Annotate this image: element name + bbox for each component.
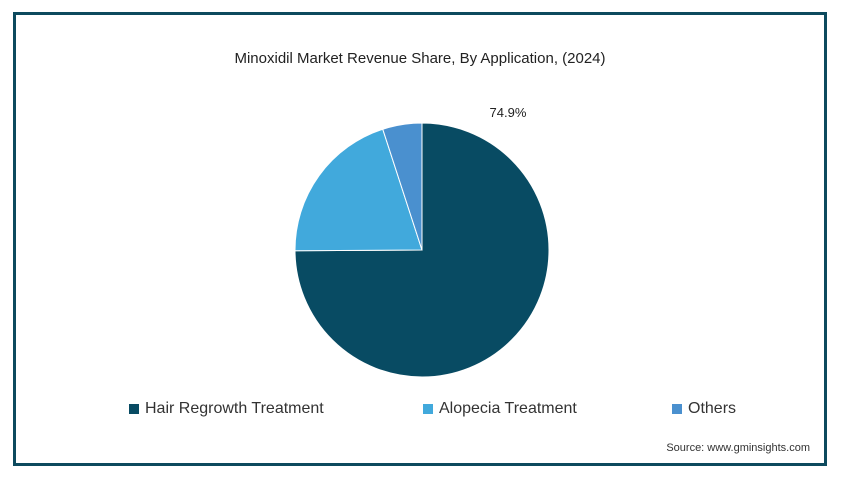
data-label: 74.9% [490, 105, 527, 120]
pie-slice-alopecia-treatment [294, 128, 423, 252]
legend-item-hair-regrowth: Hair Regrowth Treatment [129, 400, 324, 418]
legend-swatch [672, 404, 682, 414]
legend-label: Hair Regrowth Treatment [145, 400, 324, 417]
legend-swatch [129, 404, 139, 414]
legend-label: Alopecia Treatment [439, 400, 577, 417]
pie-slice-others [382, 122, 423, 251]
source-note: Source: www.gminsights.com [666, 442, 810, 454]
chart-frame: Minoxidil Market Revenue Share, By Appli… [13, 12, 827, 466]
legend-item-others: Others [672, 400, 736, 418]
legend-swatch [423, 404, 433, 414]
chart-title: Minoxidil Market Revenue Share, By Appli… [234, 50, 606, 67]
pie-chart: 74.9% [294, 105, 550, 378]
pie-slice-hair-regrowth-treatment [294, 122, 550, 378]
legend-label: Others [688, 400, 737, 417]
legend-item-alopecia: Alopecia Treatment [423, 400, 577, 418]
